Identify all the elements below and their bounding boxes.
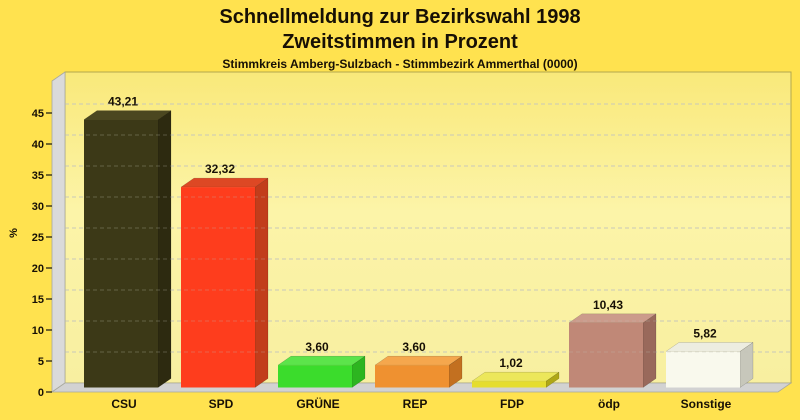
bar-value-label: 43,21: [108, 95, 138, 109]
bar-value-label: 32,32: [205, 162, 235, 176]
y-tick-label: 5: [38, 356, 44, 368]
chart-caption: Stimmkreis Amberg-Sulzbach - Stimmbezirk…: [222, 57, 578, 71]
bar-CSU: 43,21 CSU: [83, 95, 172, 411]
bar-Sonstige: 5,82 Sonstige: [665, 326, 754, 411]
y-tick-label: 0: [38, 387, 44, 399]
bar-front-face: [84, 119, 158, 388]
chart-subtitle: Zweitstimmen in Prozent: [282, 31, 518, 53]
gridlines-overlay: [65, 103, 791, 353]
bar-top-face: [665, 342, 754, 352]
bar-side-face: [157, 110, 172, 388]
bar-side-face: [254, 177, 269, 388]
x-category-label: GRÜNE: [296, 396, 339, 411]
y-tick-label: 40: [32, 139, 44, 151]
bar-FDP: 1,02 FDP: [471, 356, 560, 411]
bar-front-face: [375, 365, 449, 388]
bar-front-face: [278, 365, 352, 388]
y-tick-label: 20: [32, 263, 44, 275]
y-tick-label: 25: [32, 232, 44, 244]
x-category-label: REP: [403, 397, 428, 411]
bar-ödp: 10,43 ödp: [568, 298, 657, 411]
y-tick-label: 45: [32, 108, 44, 120]
bar-top-face: [180, 177, 269, 188]
x-category-label: SPD: [209, 397, 234, 411]
bar-side-face: [642, 313, 657, 388]
y-tick-label: 10: [32, 325, 44, 337]
x-category-label: FDP: [500, 397, 524, 411]
chart-title: Schnellmeldung zur Bezirkswahl 1998: [219, 6, 581, 28]
bar-value-label: 3,60: [402, 340, 426, 354]
bar-SPD: 32,32 SPD: [180, 162, 269, 411]
y-tick-label: 35: [32, 170, 44, 182]
bar-top-face: [374, 355, 463, 366]
bar-front-face: [666, 351, 740, 388]
x-category-label: CSU: [111, 397, 136, 411]
bar-top-face: [471, 371, 560, 382]
plot-left-wall: [51, 71, 66, 393]
bar-REP: 3,60 REP: [374, 340, 463, 411]
bar-value-label: 5,82: [693, 326, 717, 340]
bar-value-label: 10,43: [593, 298, 623, 312]
y-tick-label: 15: [32, 294, 44, 306]
bar-front-face: [569, 322, 643, 388]
y-tick-label: 30: [32, 201, 44, 213]
bar-front-face: [472, 381, 546, 388]
bar-top-face: [277, 355, 366, 366]
y-axis-title: %: [8, 228, 20, 238]
bar-value-label: 3,60: [305, 340, 329, 354]
bar-front-face: [181, 187, 255, 388]
bar-value-label: 1,02: [499, 356, 523, 370]
x-category-label: ödp: [598, 397, 620, 411]
bar-GRÜNE: 3,60 GRÜNE: [277, 340, 366, 411]
x-category-label: Sonstige: [681, 397, 732, 411]
bar-top-face: [83, 110, 172, 120]
y-axis: 0 5 10 15 20 25 30 35 40 45: [32, 108, 52, 399]
